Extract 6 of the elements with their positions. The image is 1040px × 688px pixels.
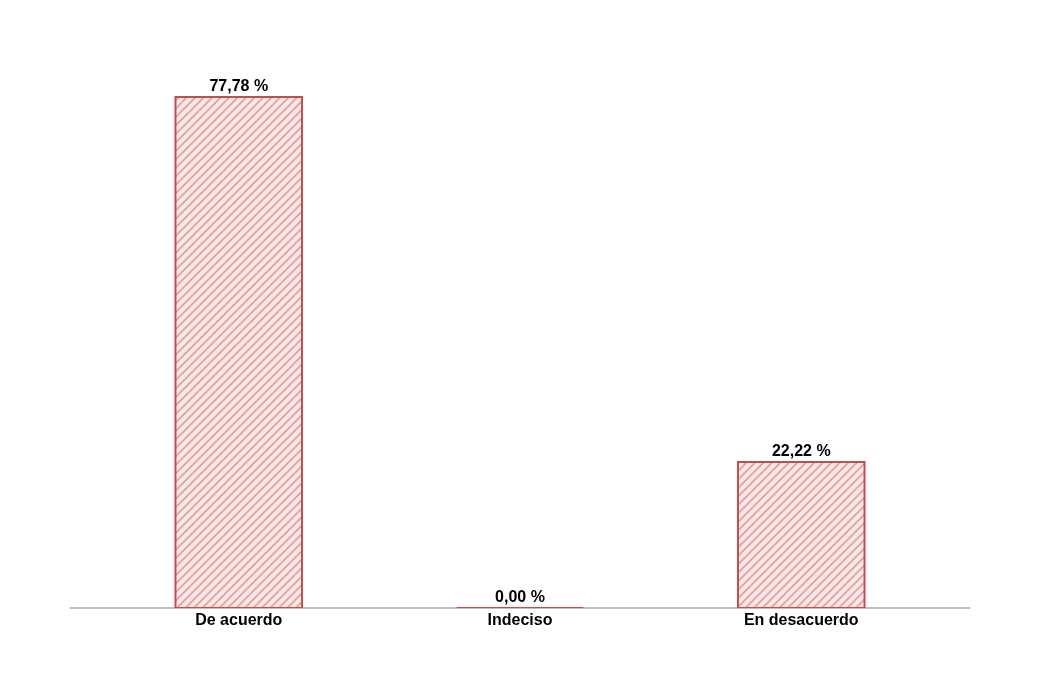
data-label: 0,00 % [495, 588, 545, 605]
data-label: 77,78 % [209, 76, 269, 94]
data-label: 22,22 % [771, 441, 831, 459]
x-tick-label: De acuerdo [195, 611, 283, 628]
x-tick-label: Indeciso [487, 611, 553, 628]
x-tick-label: En desacuerdo [743, 611, 859, 628]
